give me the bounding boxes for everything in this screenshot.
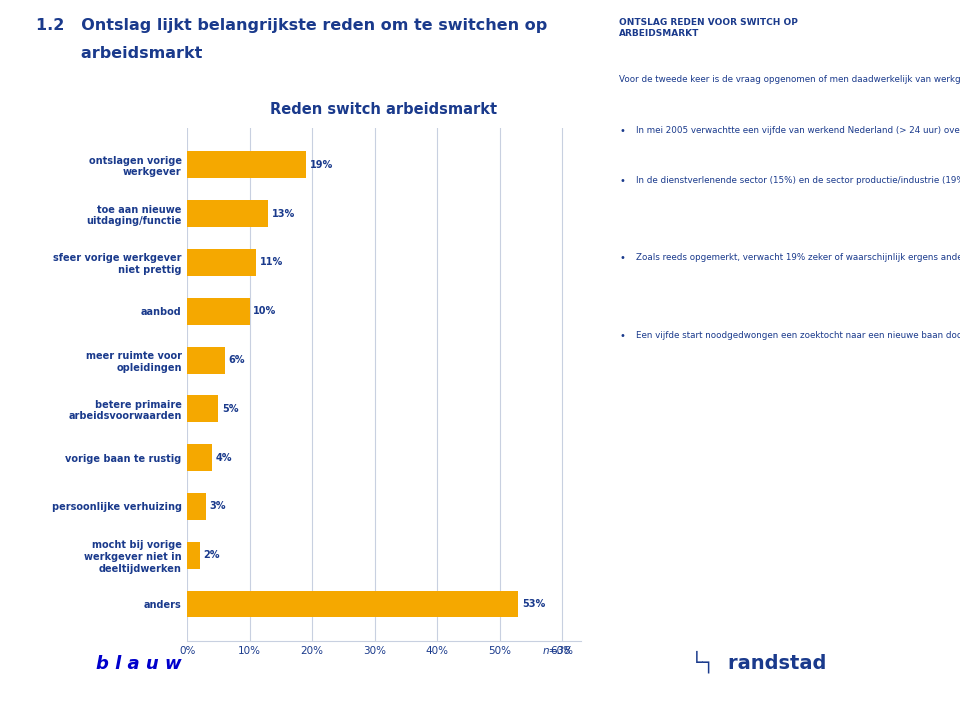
Bar	[187, 152, 306, 178]
Text: Zoals reeds opgemerkt, verwacht 19% zeker of waarschijnlijk ergens anders werkza: Zoals reeds opgemerkt, verwacht 19% zeke…	[636, 253, 960, 263]
Text: └┐  randstad: └┐ randstad	[691, 650, 827, 673]
Text: •: •	[619, 126, 625, 136]
Text: Voor de tweede keer is de vraag opgenomen of men daadwerkelijk van werkgever is : Voor de tweede keer is de vraag opgenome…	[619, 75, 960, 84]
Text: 5%: 5%	[222, 404, 239, 414]
Text: n=38: n=38	[542, 646, 571, 656]
Text: 2%: 2%	[204, 550, 220, 560]
Bar	[187, 347, 225, 374]
Text: 6%: 6%	[228, 355, 245, 365]
Bar	[187, 395, 219, 422]
Text: 53%: 53%	[522, 599, 545, 609]
Text: 1.2   Ontslag lijkt belangrijkste reden om te switchen op: 1.2 Ontslag lijkt belangrijkste reden om…	[36, 18, 548, 33]
Text: •: •	[619, 253, 625, 263]
Text: b l a u w: b l a u w	[96, 655, 181, 673]
Text: •: •	[619, 331, 625, 341]
Bar	[187, 493, 206, 520]
Text: In mei 2005 verwachtte een vijfde van werkend Nederland (> 24 uur) over zes maan: In mei 2005 verwachtte een vijfde van we…	[636, 126, 960, 135]
Text: r e s e a r c h: r e s e a r c h	[212, 686, 268, 694]
Text: 10%: 10%	[253, 306, 276, 316]
Text: 19%: 19%	[310, 160, 333, 170]
Bar	[187, 298, 250, 325]
Text: Een vijfde start noodgedwongen een zoektocht naar een nieuwe baan door ontslag. : Een vijfde start noodgedwongen een zoekt…	[636, 331, 960, 340]
Bar	[187, 444, 212, 471]
Bar	[187, 542, 200, 569]
Text: 11%: 11%	[259, 258, 283, 268]
Text: •: •	[619, 176, 625, 186]
Text: arbeidsmarkt: arbeidsmarkt	[36, 46, 203, 61]
Bar	[187, 200, 269, 227]
Text: ONTSLAG REDEN VOOR SWITCH OP
ARBEIDSMARKT: ONTSLAG REDEN VOOR SWITCH OP ARBEIDSMARK…	[619, 18, 798, 38]
Text: 3%: 3%	[209, 501, 227, 511]
Bar	[187, 591, 518, 617]
Text: In de dienstverlenende sector (15%) en de sector productie/industrie (19%) is va: In de dienstverlenende sector (15%) en d…	[636, 176, 960, 185]
Text: 5: 5	[4, 555, 23, 584]
Text: 13%: 13%	[273, 209, 296, 219]
Title: Reden switch arbeidsmarkt: Reden switch arbeidsmarkt	[271, 103, 497, 117]
Bar	[187, 249, 256, 276]
Text: 4%: 4%	[216, 453, 232, 463]
